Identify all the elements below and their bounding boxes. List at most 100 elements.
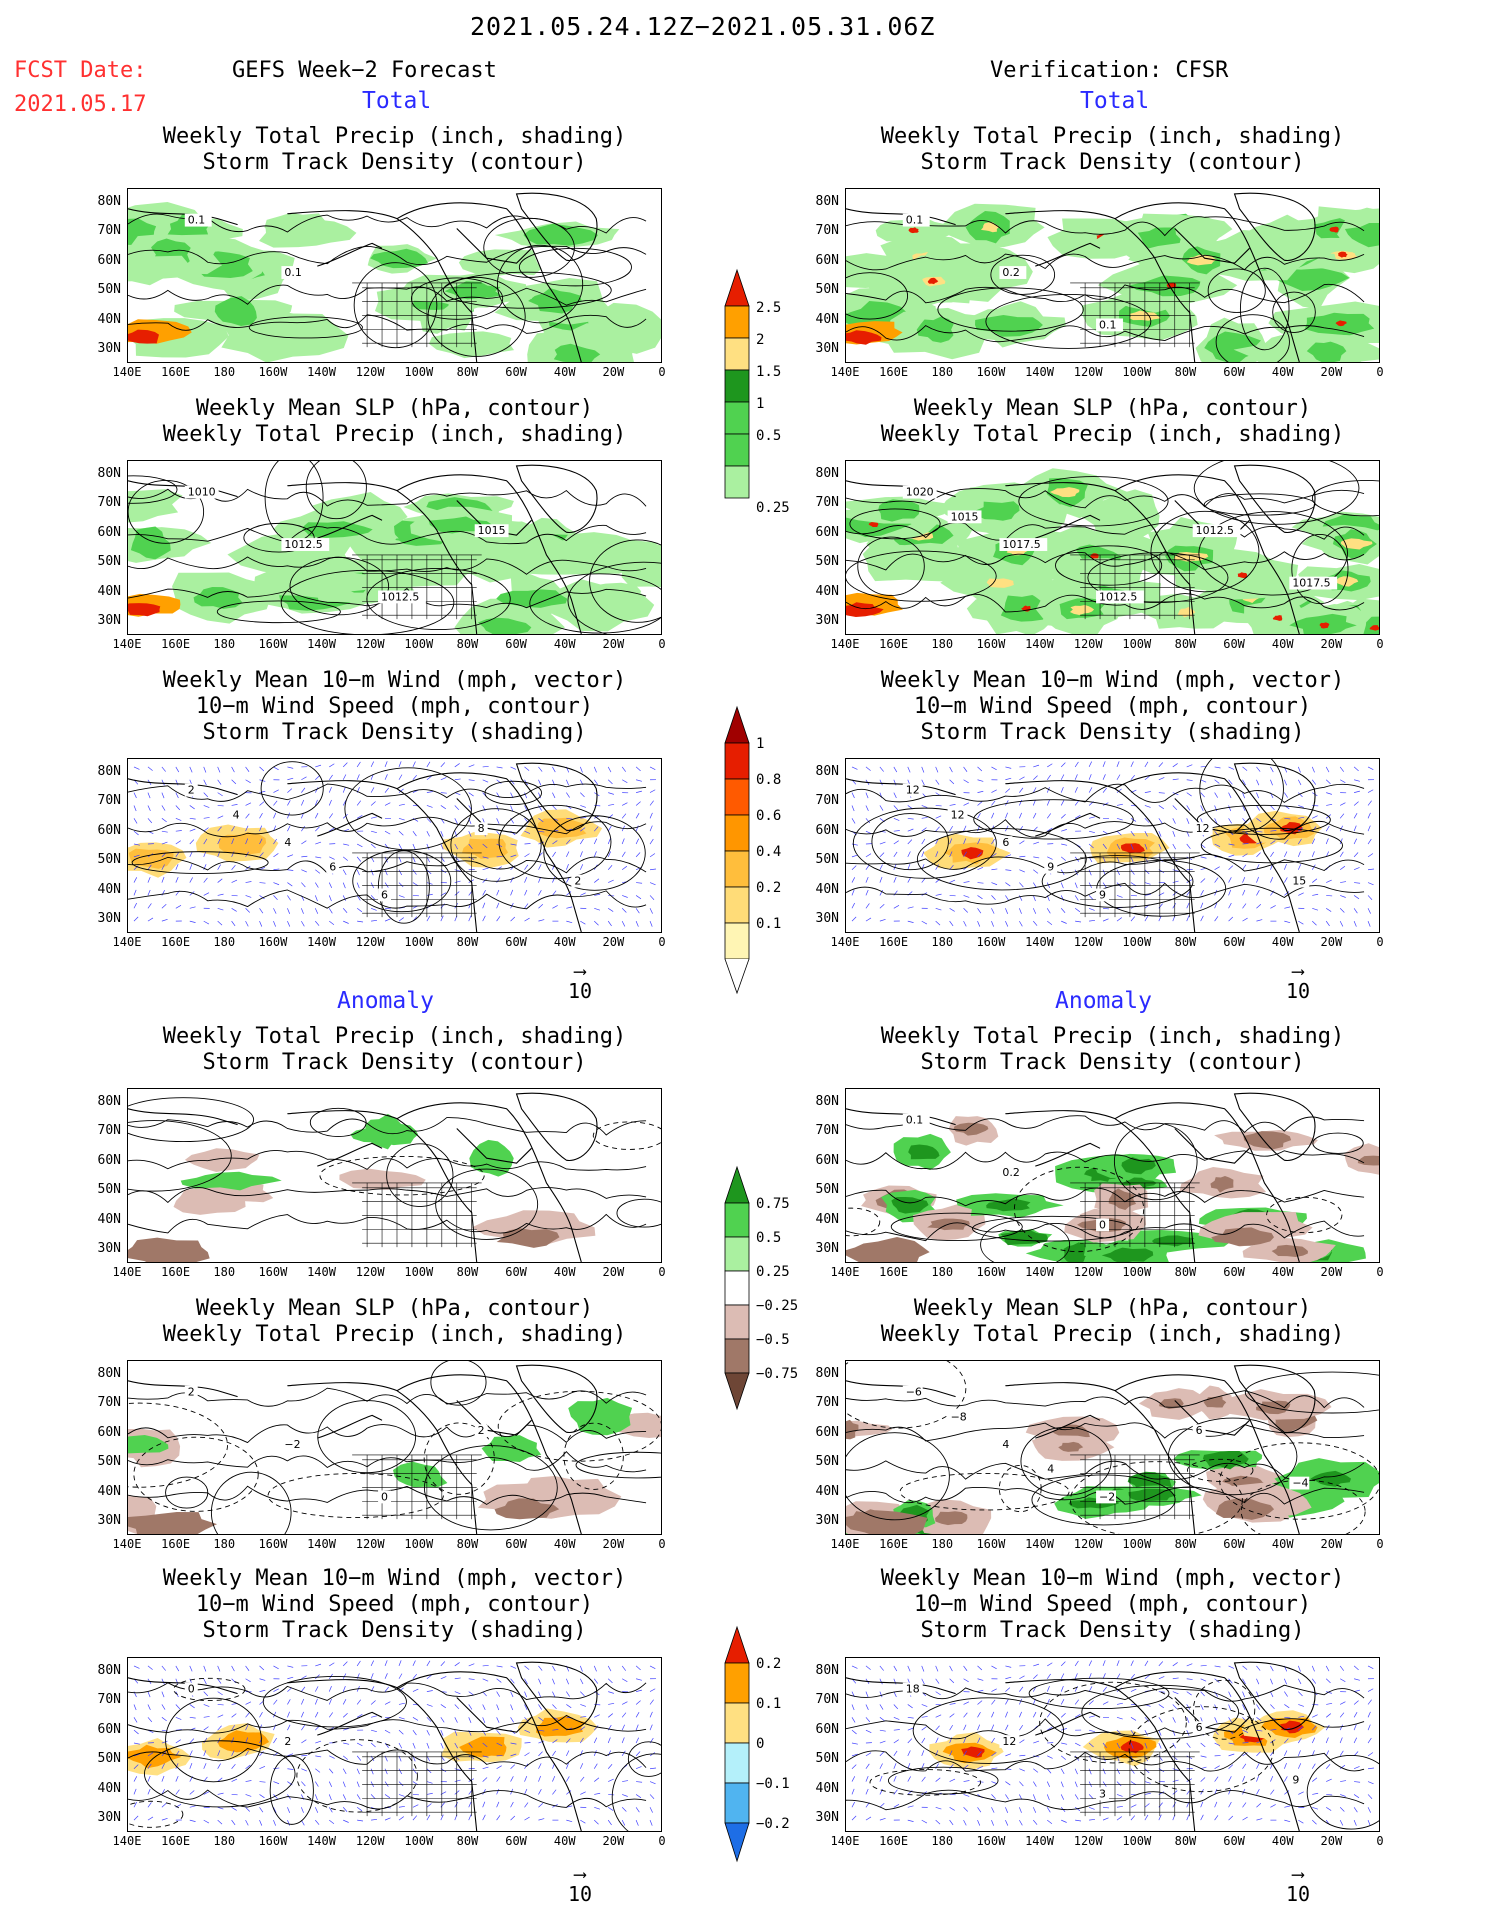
lon-label-80w: 80W — [456, 935, 479, 949]
contour-label-bg — [999, 266, 1027, 279]
verification-precip-storm-total-map-svg: 0.1 0.2 0.1 — [846, 192, 1379, 362]
lon-label-20w: 20W — [1320, 1834, 1343, 1848]
fcst-date-label: FCST Date: — [14, 58, 147, 83]
lat-label-70n: 70N — [815, 495, 839, 511]
lon-label-120w: 120W — [1073, 1265, 1103, 1279]
lon-label-140e: 140E — [112, 1834, 142, 1848]
lon-label-120w: 120W — [355, 637, 385, 651]
colorbar-precip-total — [724, 268, 750, 499]
lat-label-80n: 80N — [97, 1663, 121, 1678]
contour-label-bg — [571, 874, 585, 888]
verification-slp-precip-total-map: 1020 1017.5 1012.5 1012.5 1017.5 1015 — [845, 460, 1380, 635]
colorbar-storm-total — [724, 705, 750, 995]
forecast-slp-precip-total-map: 1010 1012.5 1012.5 1015 — [127, 460, 662, 635]
coastline — [128, 1364, 598, 1534]
cb-precip-total-label-6: 2.5 — [756, 300, 782, 316]
contour-label: 6 — [329, 861, 336, 874]
lon-label-160e: 160E — [879, 365, 909, 379]
contour-lines — [846, 1677, 1379, 1830]
lat-label-60n: 60N — [815, 524, 839, 540]
lon-label-0: 0 — [658, 935, 666, 949]
cb-precip-anom-label-6: 0.75 — [756, 1196, 790, 1212]
forecast-precip-storm-anomaly-map — [127, 1088, 662, 1263]
contour-label: 4 — [1047, 1463, 1054, 1476]
contour-label-bg — [1289, 1773, 1303, 1787]
lon-label-60w: 60W — [1223, 637, 1245, 651]
lon-label-160w: 160W — [258, 365, 288, 379]
contour-label: 2 — [478, 1424, 485, 1437]
lat-label-30n: 30N — [815, 1810, 839, 1825]
lat-label-40n: 40N — [97, 1780, 121, 1796]
lat-label-30n: 30N — [97, 1241, 121, 1256]
lat-label-50n: 50N — [97, 852, 121, 868]
lon-label-60w: 60W — [505, 1537, 527, 1551]
lon-label-60w: 60W — [1223, 1265, 1245, 1279]
lon-label-100w: 100W — [1122, 365, 1152, 379]
cb-precip-anom-label-4: 0.25 — [756, 1264, 790, 1280]
contour-label-bg — [1096, 1490, 1116, 1504]
contour-label-bg — [1289, 1476, 1310, 1490]
forecast-wind-storm-anomaly-title-line: Weekly Mean 10−m Wind (mph, vector) — [162, 1566, 627, 1591]
verification-title: Verification: CFSR — [990, 58, 1229, 83]
verification-wind-storm-anomaly-title: Weekly Mean 10−m Wind (mph, vector) 10−m … — [845, 1566, 1380, 1644]
total-label-right: Total — [1080, 88, 1150, 114]
lon-label-140w: 140W — [307, 1265, 336, 1279]
cb-precip-total-label-4: 1.5 — [756, 364, 782, 380]
lon-label-40w: 40W — [1271, 935, 1294, 949]
lat-label-40n: 40N — [815, 1211, 839, 1227]
lon-label-160w: 160W — [258, 1834, 288, 1848]
contour-label-bg — [902, 1385, 923, 1399]
coastline — [846, 762, 1316, 932]
lon-label-40w: 40W — [1271, 365, 1294, 379]
coastline — [128, 1092, 598, 1262]
forecast-precip-storm-anomaly-title: Weekly Total Precip (inch, shading) Storm… — [127, 1024, 662, 1076]
lon-label-20w: 20W — [602, 1265, 625, 1279]
lat-label-50n: 50N — [815, 554, 839, 570]
precip-shade — [1344, 222, 1379, 248]
fcst-date-value: 2021.05.17 — [14, 92, 147, 117]
contour-label-bg — [1096, 888, 1110, 902]
cb-storm-total-label-3: 0.4 — [756, 844, 782, 860]
contour-label: 12 — [906, 784, 920, 797]
lon-label-40w: 40W — [1271, 1537, 1294, 1551]
contour-label-bg — [184, 783, 198, 797]
cb-precip-total-label-2: 0.5 — [756, 428, 782, 444]
lon-label-140w: 140W — [1025, 1834, 1054, 1848]
lat-label-40n: 40N — [97, 311, 121, 327]
lon-label-160e: 160E — [161, 1834, 191, 1848]
precip-anom-shade — [365, 1113, 407, 1150]
precip-shade — [491, 539, 607, 575]
precip-anom-shade — [568, 1397, 633, 1436]
verification-wind-storm-total-title-line: 10−m Wind Speed (mph, contour) — [913, 694, 1312, 719]
lon-label-120w: 120W — [1073, 935, 1103, 949]
precip-anom-shade — [1357, 1155, 1379, 1166]
lat-label-50n: 50N — [815, 852, 839, 868]
state-borders — [352, 1751, 482, 1817]
cb-storm-anom-label-3: 0 — [756, 1736, 765, 1752]
verification-wind-storm-anomaly-title-line: Weekly Mean 10−m Wind (mph, vector) — [880, 1566, 1345, 1591]
lat-label-40n: 40N — [97, 1211, 121, 1227]
lon-label-180: 180 — [931, 1834, 954, 1848]
contour-lines — [846, 216, 1365, 362]
lon-label-100w: 100W — [404, 935, 434, 949]
verification-slp-precip-anomaly-title: Weekly Mean SLP (hPa, contour) Weekly Tot… — [845, 1296, 1380, 1348]
lon-label-120w: 120W — [1073, 1537, 1103, 1551]
lon-label-20w: 20W — [602, 1537, 625, 1551]
contour-label-bg — [902, 1113, 930, 1127]
lat-label-30n: 30N — [815, 1241, 839, 1256]
lon-label-60w: 60W — [1223, 935, 1245, 949]
contour-label: 1017.5 — [1292, 577, 1330, 590]
total-label-left: Total — [362, 88, 432, 114]
lat-label-60n: 60N — [815, 1152, 839, 1168]
lon-label-160w: 160W — [976, 1834, 1006, 1848]
lon-label-180: 180 — [213, 935, 236, 949]
lon-label-80w: 80W — [1174, 1834, 1197, 1848]
contour-lines — [128, 1361, 661, 1534]
lat-label-70n: 70N — [815, 793, 839, 809]
lon-label-0: 0 — [1376, 365, 1384, 379]
lon-label-80w: 80W — [456, 1537, 479, 1551]
lat-label-30n: 30N — [815, 1513, 839, 1528]
lat-label-50n: 50N — [97, 1751, 121, 1767]
lon-label-40w: 40W — [553, 637, 576, 651]
